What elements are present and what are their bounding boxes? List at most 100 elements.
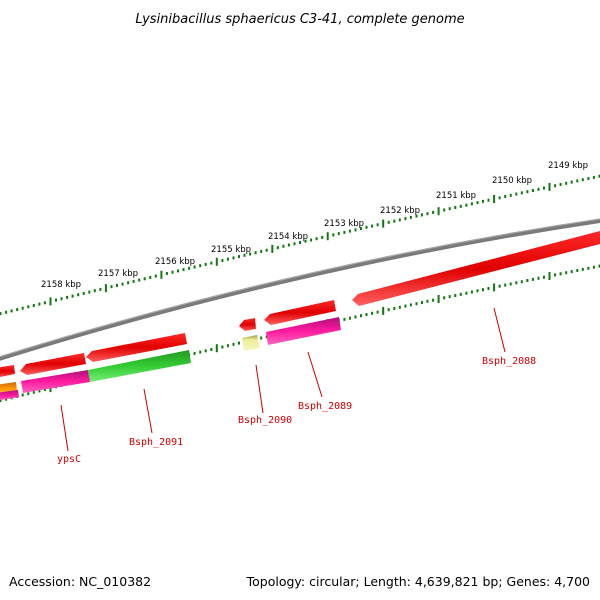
forward-strand-features [0,231,600,378]
ruler-minor-tick [143,277,146,281]
ruler-minor-tick [509,193,512,197]
ruler-minor-tick [432,210,435,214]
ruler-minor-tick [404,217,407,221]
ruler-minor-tick [448,295,451,299]
ruler-minor-tick [243,253,246,257]
ruler-major-tick [326,232,329,241]
ruler-minor-tick [77,293,80,297]
ruler-major-tick [271,244,274,253]
ruler-minor-tick [398,305,401,309]
pale-feature[interactable] [242,335,260,351]
ruler-minor-tick [354,228,357,232]
ruler-minor-tick [509,282,512,286]
gene-label-bsph-2089[interactable]: Bsph_2089 [298,401,352,412]
ruler-minor-tick [304,239,307,243]
ruler-minor-tick [127,281,130,285]
gene-label-bsph-2091[interactable]: Bsph_2091 [129,437,183,448]
ruler-minor-tick [10,309,13,313]
gene-label-bsph-2090[interactable]: Bsph_2090 [238,415,292,426]
ruler-minor-tick [387,220,390,224]
ruler-minor-tick [21,306,24,310]
ruler-minor-tick [432,298,435,302]
ruler-minor-tick [598,174,600,178]
kbp-tick-label: 2149 kbp [548,161,588,171]
ruler-minor-tick [0,312,2,316]
ruler-minor-tick [459,204,462,208]
ruler-minor-tick [587,266,590,270]
kbp-tick-label: 2151 kbp [436,191,476,201]
ruler-minor-tick [448,207,451,211]
cds-feature[interactable] [0,365,15,378]
ruler-minor-tick [332,233,335,237]
gene-label-bsph-2088[interactable]: Bsph_2088 [482,356,536,367]
ruler-minor-tick [232,342,235,346]
ruler-minor-tick [260,336,263,340]
gene-label-ypsc[interactable]: ypsC [57,454,81,465]
ruler-minor-tick [565,271,568,275]
ruler-minor-tick [188,266,191,270]
ruler-minor-tick [476,289,479,293]
ruler-minor-tick [276,246,279,250]
ruler-minor-tick [576,179,579,183]
cds-feature[interactable] [86,333,187,362]
ruler-major-tick [437,295,440,303]
ruler-minor-tick [265,248,268,252]
ruler-minor-tick [116,283,118,287]
ruler-minor-tick [226,257,229,261]
kbp-tick-label: 2153 kbp [324,219,364,229]
ruler-minor-tick [526,190,529,194]
ruler-minor-tick [249,252,252,256]
ruler-minor-tick [454,206,457,209]
ruler-minor-tick [559,183,562,186]
ruler-minor-tick [470,290,473,294]
ruler-minor-tick [310,238,313,242]
ruler-major-tick [49,297,52,306]
ruler-minor-tick [476,201,479,205]
ruler-minor-tick [321,235,324,239]
ruler-minor-tick [43,301,46,305]
ruler-minor-tick [587,177,590,181]
genome-backbone [0,218,600,361]
ruler-major-tick [493,283,496,292]
kbp-tick-label: 2158 kbp [41,280,81,290]
ruler-minor-tick [504,283,507,287]
accession-text: Accession: NC_010382 [9,574,151,589]
ruler-minor-tick [82,291,85,295]
ruler-minor-tick [371,224,374,228]
magenta-feature[interactable] [21,370,90,393]
ruler-minor-tick [182,268,185,272]
ruler-major-tick [382,219,385,228]
kbp-tick-label: 2156 kbp [155,257,195,267]
ruler-minor-tick [421,301,423,304]
magenta-feature[interactable] [266,317,341,345]
ruler-minor-tick [487,287,490,290]
ruler-minor-tick [554,184,557,188]
ruler-major-tick [215,344,218,353]
ruler-minor-tick [238,341,240,345]
ruler-minor-tick [5,397,8,401]
cds-feature[interactable] [239,318,256,331]
genome-summary-text: Topology: circular; Length: 4,639,821 bp… [246,574,590,589]
ruler-minor-tick [360,314,362,318]
cds-feature[interactable] [20,353,86,375]
kbp-tick-labels: 2149 kbp 2150 kbp 2151 kbp 2152 kbp 2153… [41,161,588,290]
kbp-tick-label: 2152 kbp [380,206,420,216]
ruler-minor-tick [421,213,423,217]
ruler-minor-tick [498,284,501,288]
ruler-minor-tick [177,269,179,273]
ruler-minor-tick [232,256,235,260]
ruler-minor-tick [376,310,379,314]
magenta-feature[interactable] [0,390,19,401]
ruler-minor-tick [393,219,396,223]
ruler-minor-tick [543,186,545,190]
ruler-minor-tick [443,296,446,300]
ruler-minor-tick [426,212,429,216]
cds-feature[interactable] [264,300,336,325]
ruler-minor-tick [348,229,351,233]
cds-feature[interactable] [352,231,600,306]
green-feature[interactable] [88,350,191,382]
kbp-tick-label: 2150 kbp [492,176,532,186]
ruler-major-tick [437,207,440,216]
ruler-major-tick [493,195,496,203]
ruler-minor-tick [260,249,263,253]
